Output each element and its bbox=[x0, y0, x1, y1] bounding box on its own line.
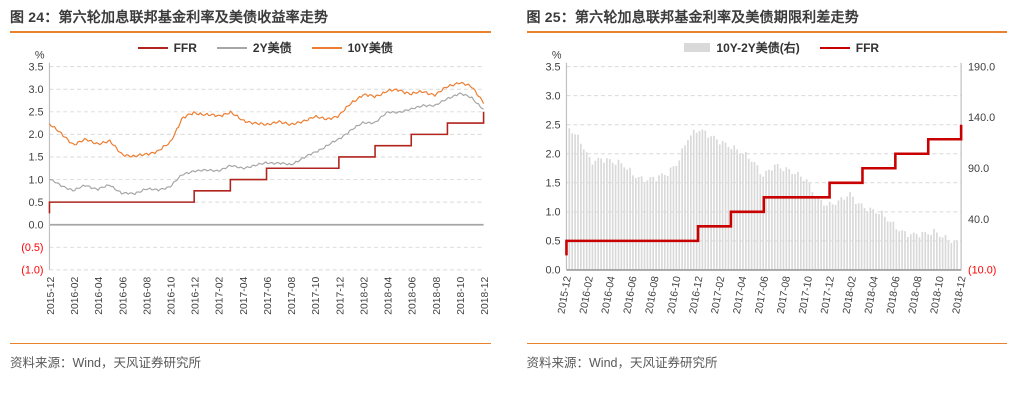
figure-25-panel: 图 25：第六轮加息联邦基金利率及美债期限利差走势 10Y-2Y美债(右) FFR… bbox=[526, 6, 1008, 371]
svg-text:2018-04: 2018-04 bbox=[863, 275, 880, 315]
figure-25-plot: 3.5 3.0 2.5 2.0 1.5 1.0 0.5 0.0% 190.0 140.0 90.0 4… bbox=[545, 50, 996, 315]
svg-text:2018-08: 2018-08 bbox=[432, 277, 443, 315]
svg-text:0.0: 0.0 bbox=[545, 265, 560, 277]
svg-text:%: % bbox=[35, 50, 45, 62]
svg-text:2018-12: 2018-12 bbox=[951, 275, 968, 315]
line-swatch-icon bbox=[137, 46, 168, 49]
svg-text:1.0: 1.0 bbox=[545, 207, 560, 219]
figure-24-panel: 图 24：第六轮加息联邦基金利率及美债收益率走势 FFR 2Y美债 10Y美债 3.… bbox=[10, 6, 491, 371]
svg-text:2016-10: 2016-10 bbox=[666, 275, 683, 315]
svg-text:2.5: 2.5 bbox=[545, 119, 560, 131]
svg-text:2018-04: 2018-04 bbox=[384, 277, 395, 315]
legend-item-10y2y: 10Y-2Y美债(右) bbox=[684, 39, 800, 56]
line-swatch-icon bbox=[819, 46, 850, 49]
svg-text:(1.0): (1.0) bbox=[21, 265, 43, 277]
legend-label: FFR bbox=[855, 40, 880, 55]
svg-text:2018-10: 2018-10 bbox=[929, 275, 946, 315]
legend-label: FFR bbox=[173, 40, 197, 55]
svg-text:2018-10: 2018-10 bbox=[456, 277, 467, 315]
svg-text:2016-04: 2016-04 bbox=[94, 277, 105, 315]
svg-text:90.0: 90.0 bbox=[968, 163, 989, 175]
svg-text:2017-10: 2017-10 bbox=[797, 275, 814, 315]
svg-text:0.0: 0.0 bbox=[28, 219, 43, 231]
legend-label: 10Y-2Y美债(右) bbox=[716, 41, 800, 55]
svg-text:2016-12: 2016-12 bbox=[687, 275, 704, 315]
svg-text:2016-02: 2016-02 bbox=[70, 277, 81, 315]
svg-text:2018-02: 2018-02 bbox=[841, 275, 858, 315]
figure-24-title-rule bbox=[10, 31, 491, 33]
svg-text:2016-10: 2016-10 bbox=[166, 277, 177, 315]
svg-text:%: % bbox=[551, 50, 561, 62]
svg-text:190.0: 190.0 bbox=[968, 61, 995, 73]
svg-text:1.0: 1.0 bbox=[28, 174, 43, 186]
svg-text:2016-12: 2016-12 bbox=[191, 277, 202, 315]
svg-text:2015-12: 2015-12 bbox=[46, 277, 57, 315]
svg-text:2016-06: 2016-06 bbox=[622, 275, 639, 315]
svg-text:2.5: 2.5 bbox=[28, 107, 43, 119]
svg-text:2017-04: 2017-04 bbox=[731, 275, 748, 315]
svg-text:2017-02: 2017-02 bbox=[709, 275, 726, 315]
figure-24-source-rule bbox=[10, 343, 491, 344]
line-swatch-icon bbox=[311, 46, 342, 49]
svg-text:2018-12: 2018-12 bbox=[480, 277, 490, 315]
svg-text:40.0: 40.0 bbox=[968, 214, 989, 226]
svg-text:1.5: 1.5 bbox=[28, 152, 43, 164]
svg-text:2017-06: 2017-06 bbox=[263, 277, 274, 315]
figure-25-chart: 10Y-2Y美债(右) FFR 3.5 3.0 2.5 2.0 1.5 1.0 0.5 0.0%… bbox=[527, 35, 1008, 341]
svg-text:(0.5): (0.5) bbox=[21, 242, 43, 254]
svg-text:2016-02: 2016-02 bbox=[578, 275, 595, 315]
svg-text:2016-06: 2016-06 bbox=[118, 277, 129, 315]
svg-text:2017-02: 2017-02 bbox=[215, 277, 226, 315]
svg-text:2.0: 2.0 bbox=[28, 129, 43, 141]
legend-item-2y: 2Y美债 bbox=[216, 39, 292, 56]
figure-25-title-rule bbox=[526, 31, 1007, 33]
svg-text:2017-06: 2017-06 bbox=[753, 275, 770, 315]
legend-label: 10Y美债 bbox=[347, 41, 393, 55]
svg-text:2016-08: 2016-08 bbox=[644, 275, 661, 315]
svg-text:2015-12: 2015-12 bbox=[556, 275, 573, 315]
svg-text:2.0: 2.0 bbox=[545, 148, 560, 160]
bar-swatch-icon bbox=[684, 43, 711, 52]
svg-text:0.5: 0.5 bbox=[545, 236, 560, 248]
svg-text:3.0: 3.0 bbox=[545, 90, 560, 102]
svg-text:140.0: 140.0 bbox=[968, 112, 995, 124]
svg-text:2016-08: 2016-08 bbox=[142, 277, 153, 315]
figure-25-legend: 10Y-2Y美债(右) FFR bbox=[567, 39, 998, 56]
svg-text:(10.0): (10.0) bbox=[968, 265, 996, 277]
figure-24-source: 资料来源：Wind，天风证券研究所 bbox=[10, 356, 201, 370]
legend-item-ffr: FFR bbox=[819, 40, 880, 55]
svg-text:2018-08: 2018-08 bbox=[907, 275, 924, 315]
svg-text:2018-06: 2018-06 bbox=[885, 275, 902, 315]
report-figures-row: 图 24：第六轮加息联邦基金利率及美债收益率走势 FFR 2Y美债 10Y美债 3.… bbox=[10, 6, 1008, 371]
svg-text:2018-06: 2018-06 bbox=[408, 277, 419, 315]
line-swatch-icon bbox=[216, 46, 247, 49]
figure-24-plot: 3.5 3.0 2.5 2.0 1.5 1.0 0.5 0.0 (0.5) (1.0)% 2015-… bbox=[21, 50, 490, 315]
figure-24-legend: FFR 2Y美债 10Y美债 bbox=[50, 39, 481, 56]
svg-text:2017-10: 2017-10 bbox=[311, 277, 322, 315]
legend-label: 2Y美债 bbox=[252, 41, 292, 55]
figure-25-source-rule bbox=[526, 343, 1007, 344]
svg-text:2017-08: 2017-08 bbox=[775, 275, 792, 315]
svg-text:2017-08: 2017-08 bbox=[287, 277, 298, 315]
svg-text:3.5: 3.5 bbox=[28, 61, 43, 73]
svg-text:2018-02: 2018-02 bbox=[359, 277, 370, 315]
figure-24-chart: FFR 2Y美债 10Y美债 3.5 3.0 2.5 2.0 1.5 1.0 0.5 0.0 (0.… bbox=[10, 35, 490, 341]
svg-text:2016-04: 2016-04 bbox=[600, 275, 617, 315]
svg-text:2017-12: 2017-12 bbox=[335, 277, 346, 315]
legend-item-ffr: FFR bbox=[137, 40, 197, 55]
figure-25-title: 图 25：第六轮加息联邦基金利率及美债期限利差走势 bbox=[526, 9, 859, 25]
figure-24-title: 图 24：第六轮加息联邦基金利率及美债收益率走势 bbox=[10, 9, 329, 25]
svg-text:3.5: 3.5 bbox=[545, 61, 560, 73]
svg-text:2017-12: 2017-12 bbox=[819, 275, 836, 315]
svg-text:0.5: 0.5 bbox=[28, 197, 43, 209]
svg-text:2017-04: 2017-04 bbox=[239, 277, 250, 315]
figure-25-source: 资料来源：Wind，天风证券研究所 bbox=[526, 356, 718, 370]
svg-text:1.5: 1.5 bbox=[545, 178, 560, 190]
legend-item-10y: 10Y美债 bbox=[311, 39, 393, 56]
svg-text:3.0: 3.0 bbox=[28, 84, 43, 96]
